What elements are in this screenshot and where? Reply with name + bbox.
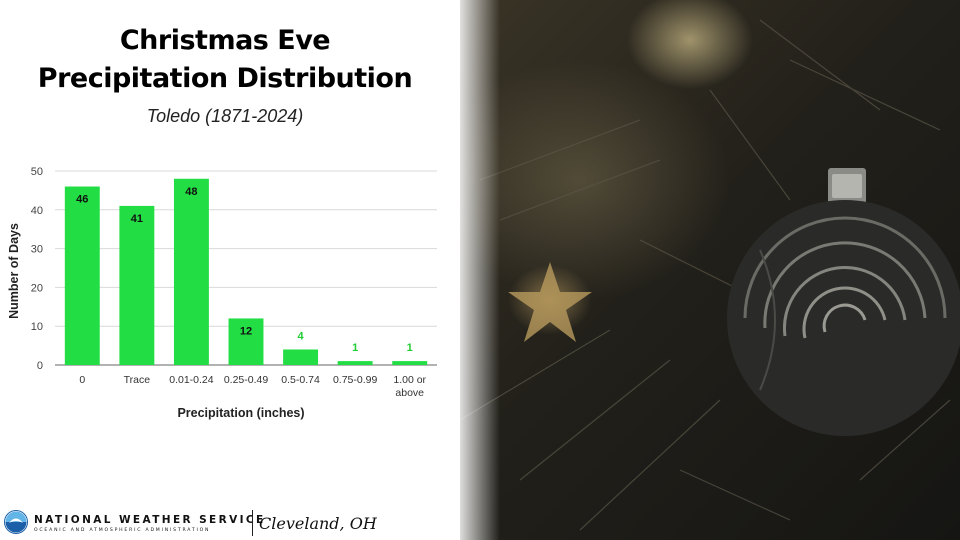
ornament-illustration: [460, 19, 960, 531]
y-tick-label: 0: [37, 360, 43, 372]
org-name: NATIONAL WEATHER SERVICE: [34, 514, 266, 526]
data-label: 4: [298, 330, 305, 342]
title-line-2: Precipitation Distribution: [37, 63, 413, 94]
chart-panel: Christmas Eve Precipitation Distribution…: [0, 0, 460, 540]
data-label: 12: [240, 325, 252, 337]
bar: [337, 361, 373, 365]
x-tick-label: Trace: [124, 374, 151, 386]
x-axis-title: Precipitation (inches): [177, 406, 304, 420]
data-label: 1: [407, 342, 413, 354]
org-subtitle: OCEANIC AND ATMOSPHERIC ADMINISTRATION: [34, 528, 211, 533]
footer: NATIONAL WEATHER SERVICE OCEANIC AND ATM…: [0, 504, 460, 540]
bar: [283, 349, 319, 365]
data-label: 46: [76, 194, 88, 206]
bar: [228, 318, 264, 365]
photo-edge-fade: [460, 0, 500, 540]
christmas-ornament-photo: [460, 0, 960, 540]
page-title: Christmas Eve Precipitation Distribution: [0, 22, 450, 98]
data-label: 41: [131, 213, 143, 225]
ball-ornament: [727, 168, 960, 436]
footer-divider: [252, 510, 253, 536]
y-axis-title: Number of Days: [7, 223, 21, 319]
y-tick-label: 20: [31, 282, 43, 294]
x-tick-label: 0.75-0.99: [333, 374, 378, 386]
pine-needles: [460, 19, 951, 531]
y-tick-label: 10: [31, 321, 43, 333]
bar: [119, 205, 155, 365]
data-label: 48: [185, 186, 197, 198]
x-tick-label: 0.01-0.24: [169, 374, 214, 386]
x-tick-label: 0.5-0.74: [281, 374, 320, 386]
y-tick-label: 40: [31, 205, 43, 217]
noaa-logo-icon: [4, 510, 28, 534]
precipitation-bar-chart: 0102030405046041Trace480.01-0.24120.25-0…: [7, 166, 437, 420]
x-tick-label: 0: [79, 374, 85, 386]
x-tick-label: 1.00 or: [393, 374, 426, 386]
bar: [392, 361, 428, 365]
office-name: Cleveland, OH: [259, 514, 377, 533]
bar: [64, 186, 100, 365]
x-tick-label: 0.25-0.49: [224, 374, 269, 386]
bar: [173, 178, 209, 365]
y-tick-label: 30: [31, 244, 43, 256]
page-subtitle: Toledo (1871-2024): [146, 106, 304, 126]
y-tick-label: 50: [31, 166, 43, 178]
data-label: 1: [352, 342, 358, 354]
star-ornament: [508, 262, 592, 342]
x-tick-label: above: [395, 387, 424, 399]
title-line-1: Christmas Eve: [119, 25, 331, 56]
